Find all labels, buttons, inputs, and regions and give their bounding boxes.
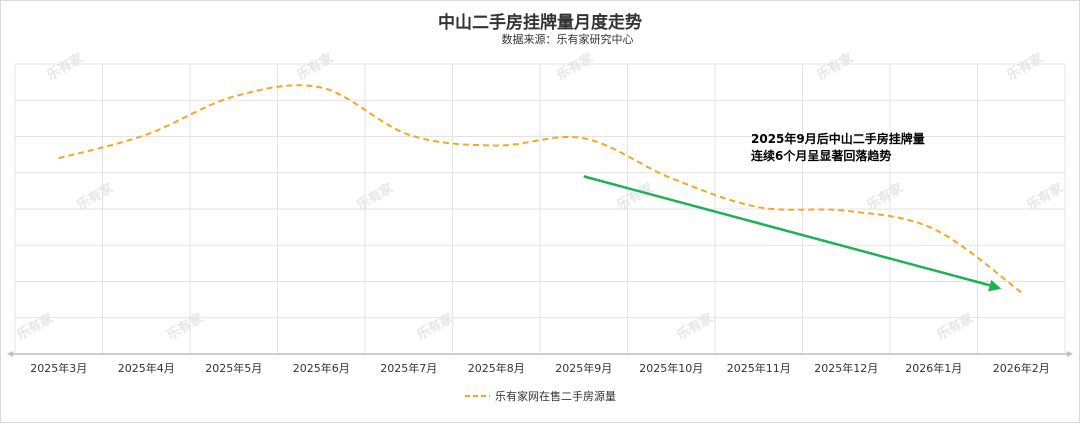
watermark-text: 乐有家 [414,310,457,344]
x-tick-label: 2025年10月 [639,361,703,375]
trend-arrow-head [988,279,1002,292]
watermark-text: 乐有家 [1004,50,1047,84]
watermark-text: 乐有家 [814,50,857,84]
x-axis-left-cap [7,351,13,357]
watermark-text: 乐有家 [934,310,977,344]
watermark-text: 乐有家 [614,180,657,214]
watermark-text: 乐有家 [74,180,117,214]
x-tick-label: 2025年7月 [380,361,437,375]
watermark-text: 乐有家 [44,50,87,84]
chart-title: 中山二手房挂牌量月度走势 [438,13,642,33]
watermark-text: 乐有家 [554,50,597,84]
x-tick-label: 2025年4月 [118,361,175,375]
x-tick-label: 2025年5月 [205,361,262,375]
watermark-text: 乐有家 [14,310,57,344]
x-tick-label: 2025年12月 [814,361,878,375]
watermark-text: 乐有家 [164,310,207,344]
watermark-text: 乐有家 [1024,180,1067,214]
x-tick-label: 2025年11月 [727,361,791,375]
x-tick-label: 2025年3月 [30,361,87,375]
annotation-text: 2025年9月后中山二手房挂牌量 [751,131,925,146]
x-tick-label: 2025年9月 [555,361,612,375]
watermark-text: 乐有家 [864,180,907,214]
annotation-text: 连续6个月呈显著回落趋势 [751,148,891,163]
x-axis-right-cap [1067,351,1073,357]
x-tick-label: 2025年6月 [293,361,350,375]
series-line [58,84,1022,294]
x-tick-label: 2026年2月 [993,361,1050,375]
trend-arrow-line [583,175,996,288]
chart-subtitle: 数据来源：乐有家研究中心 [501,33,634,46]
watermark-text: 乐有家 [674,310,717,344]
legend-label: 乐有家网在售二手房源量 [495,389,616,403]
watermark-text: 乐有家 [354,180,397,214]
watermark-text: 乐有家 [294,50,337,84]
x-tick-label: 2025年8月 [468,361,525,375]
x-tick-label: 2026年1月 [905,361,962,375]
